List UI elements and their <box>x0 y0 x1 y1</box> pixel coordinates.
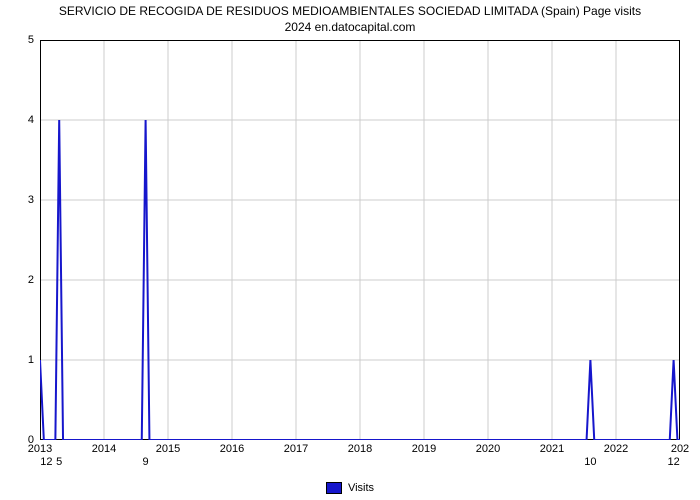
x-tick-label: 2020 <box>476 443 500 455</box>
x-tick-label: 2017 <box>284 443 308 455</box>
y-tick-label: 5 <box>4 34 34 46</box>
legend-swatch-visits <box>326 482 342 494</box>
spike-value-label: 5 <box>56 456 62 468</box>
x-tick-label: 2022 <box>604 443 628 455</box>
spike-value-label: 12 <box>40 456 52 468</box>
chart-container: SERVICIO DE RECOGIDA DE RESIDUOS MEDIOAM… <box>0 0 700 500</box>
title-line-1: SERVICIO DE RECOGIDA DE RESIDUOS MEDIOAM… <box>59 4 641 18</box>
x-tick-label: 2014 <box>92 443 116 455</box>
legend-label-visits: Visits <box>348 482 374 494</box>
y-tick-label: 4 <box>4 114 34 126</box>
y-tick-label: 1 <box>4 354 34 366</box>
title-line-2: 2024 en.datocapital.com <box>285 20 416 34</box>
spike-value-label: 10 <box>584 456 596 468</box>
plot-svg <box>40 40 680 440</box>
spike-value-label: 9 <box>143 456 149 468</box>
x-tick-label: 2013 <box>28 443 52 455</box>
x-tick-label: 2015 <box>156 443 180 455</box>
x-tick-label: 2019 <box>412 443 436 455</box>
chart-title: SERVICIO DE RECOGIDA DE RESIDUOS MEDIOAM… <box>0 4 700 35</box>
legend: Visits <box>0 482 700 494</box>
x-tick-label: 2021 <box>540 443 564 455</box>
grid <box>40 40 680 440</box>
x-tick-label: 202 <box>671 443 689 455</box>
x-tick-label: 2018 <box>348 443 372 455</box>
y-tick-label: 3 <box>4 194 34 206</box>
y-tick-label: 2 <box>4 274 34 286</box>
x-tick-label: 2016 <box>220 443 244 455</box>
spike-value-label: 12 <box>667 456 679 468</box>
